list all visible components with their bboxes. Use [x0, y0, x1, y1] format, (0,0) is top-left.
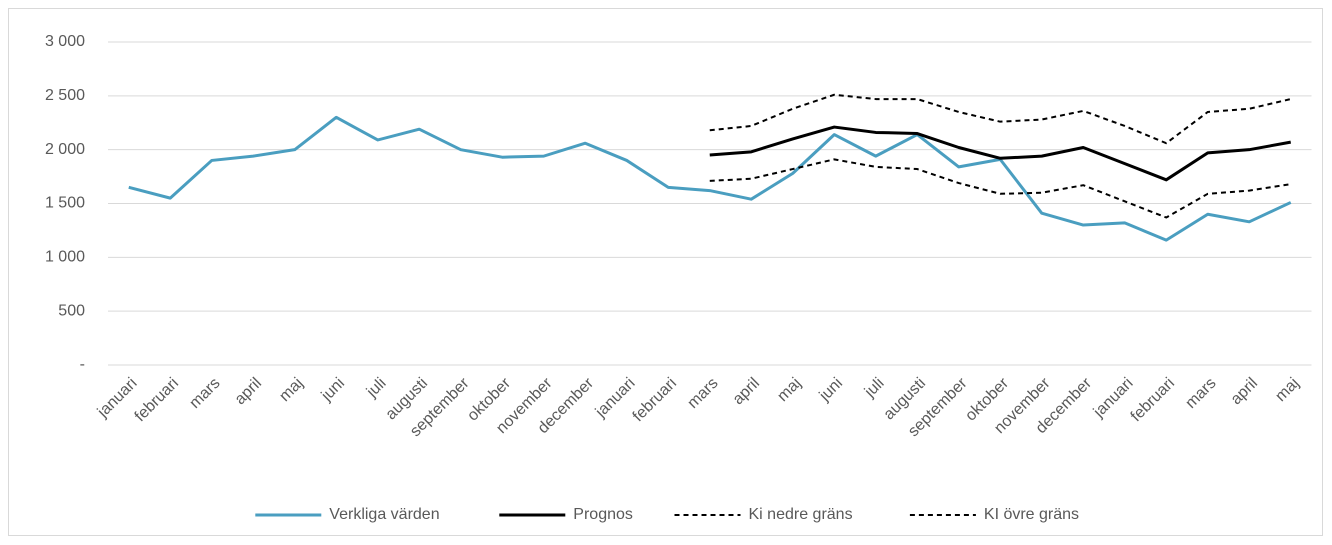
- y-tick-label: -: [80, 356, 85, 373]
- y-tick-label: 2 000: [45, 141, 85, 158]
- legend-label: Ki nedre gräns: [749, 506, 853, 523]
- y-tick-label: 3 000: [45, 33, 85, 50]
- series-line: [709, 158, 1291, 219]
- y-tick-label: 500: [58, 302, 85, 319]
- legend-label: Prognos: [573, 506, 633, 523]
- legend-label: KI övre gräns: [984, 506, 1079, 523]
- series-line: [709, 93, 1291, 145]
- series-line: [128, 115, 1292, 242]
- legend-label: Verkliga värden: [329, 506, 439, 523]
- chart-border: [8, 8, 1323, 536]
- y-tick-label: 1 000: [45, 249, 85, 266]
- y-tick-label: 2 500: [45, 87, 85, 104]
- y-tick-label: 1 500: [45, 195, 85, 212]
- series-line: [709, 125, 1292, 182]
